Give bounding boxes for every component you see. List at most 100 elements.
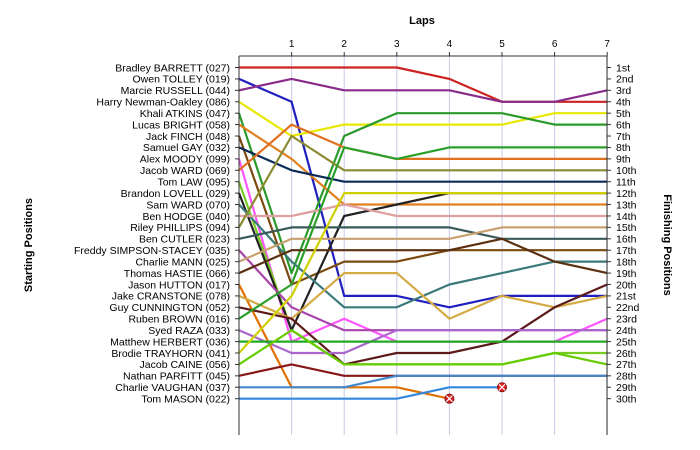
finishing-position-label: 28th bbox=[616, 371, 637, 383]
starting-position-label: Jacob WARD (069) bbox=[140, 165, 230, 177]
finishing-position-label: 2nd bbox=[616, 74, 634, 86]
starting-position-label: Brandon LOVELL (029) bbox=[121, 188, 230, 200]
retirement-markers bbox=[444, 382, 507, 404]
finishing-position-label: 4th bbox=[616, 97, 631, 109]
series-line bbox=[238, 100, 608, 138]
series-line bbox=[239, 66, 608, 103]
series-line bbox=[238, 123, 608, 206]
finishing-position-label: 15th bbox=[616, 222, 637, 234]
starting-position-label: Jack FINCH (048) bbox=[146, 131, 230, 143]
retirement-marker bbox=[444, 393, 455, 404]
finishing-position-label: 26th bbox=[616, 348, 637, 360]
starting-position-label: Jason HUTTON (017) bbox=[128, 279, 230, 291]
series-line bbox=[238, 272, 608, 320]
series-lines bbox=[237, 66, 608, 400]
finishing-position-label: 25th bbox=[616, 336, 637, 348]
finishing-position-label: 8th bbox=[616, 142, 631, 154]
finishing-position-label: 14th bbox=[616, 211, 637, 223]
finishing-position-label: 23rd bbox=[616, 314, 637, 326]
series-line bbox=[239, 386, 502, 400]
finishing-position-label: 17th bbox=[616, 245, 637, 257]
starting-position-label: Alex MOODY (099) bbox=[140, 154, 230, 166]
finishing-position-label: 19th bbox=[616, 268, 637, 280]
chart-title: Laps bbox=[409, 15, 435, 27]
y-axis-title-right: Finishing Positions bbox=[661, 194, 673, 295]
finishing-position-label: 7th bbox=[616, 131, 631, 143]
finishing-position-label: 12th bbox=[616, 188, 637, 200]
x-tick-label: 1 bbox=[289, 39, 295, 50]
starting-position-label: Guy CUNNINGTON (052) bbox=[109, 302, 230, 314]
finishing-position-label: 22nd bbox=[616, 302, 640, 314]
series-line bbox=[239, 203, 608, 218]
starting-position-label: Lucas BRIGHT (058) bbox=[132, 119, 230, 131]
starting-position-label: Nathan PARFITT (045) bbox=[123, 371, 230, 383]
retirement-marker-cross bbox=[445, 395, 453, 403]
starting-position-label: Ruben BROWN (016) bbox=[128, 314, 230, 326]
series-line bbox=[238, 134, 608, 228]
x-tick-label: 6 bbox=[552, 39, 558, 50]
series-line bbox=[238, 146, 608, 183]
series-line bbox=[238, 77, 608, 103]
starting-position-label: Ben HODGE (040) bbox=[142, 211, 230, 223]
series-line bbox=[238, 192, 608, 354]
series-line bbox=[238, 363, 608, 377]
finishing-position-label: 18th bbox=[616, 256, 637, 268]
starting-position-label: Brodie TRAYHORN (041) bbox=[111, 348, 230, 360]
retirement-marker-cross bbox=[498, 383, 506, 391]
finishing-position-label: 27th bbox=[616, 359, 637, 371]
finishing-position-label: 10th bbox=[616, 165, 637, 177]
starting-position-label: Freddy SIMPSON-STACEY (035) bbox=[74, 245, 230, 257]
starting-position-label: Khali ATKINS (047) bbox=[140, 108, 230, 120]
series-line bbox=[239, 374, 608, 389]
x-tick-label: 4 bbox=[447, 39, 453, 50]
series-line bbox=[238, 123, 608, 172]
series-line bbox=[238, 226, 608, 240]
series-line bbox=[238, 329, 608, 366]
finishing-position-label: 1st bbox=[616, 62, 630, 74]
starting-position-label: Samuel GAY (032) bbox=[143, 142, 230, 154]
y-axis-title-left: Starting Positions bbox=[23, 198, 35, 292]
starting-position-label: Tom MASON (022) bbox=[141, 393, 230, 405]
series-line bbox=[237, 181, 608, 366]
finishing-position-label: 3rd bbox=[616, 85, 631, 97]
x-tick-label: 3 bbox=[394, 39, 400, 50]
starting-position-label: Ben CUTLER (023) bbox=[139, 234, 230, 246]
starting-position-label: Syed RAZA (033) bbox=[148, 325, 230, 337]
starting-position-label: Thomas HASTIE (066) bbox=[124, 268, 230, 280]
starting-position-label: Charlie VAUGHAN (037) bbox=[115, 382, 230, 394]
finishing-position-label: 11th bbox=[616, 177, 636, 189]
finishing-position-label: 5th bbox=[616, 108, 631, 120]
starting-position-label: Bradley BARRETT (027) bbox=[115, 62, 230, 74]
finishing-position-label: 30th bbox=[616, 393, 637, 405]
starting-position-label: Harry Newman-Oakley (086) bbox=[96, 97, 230, 109]
starting-position-label: Owen TOLLEY (019) bbox=[133, 74, 230, 86]
starting-position-label: Marcie RUSSELL (044) bbox=[121, 85, 230, 97]
starting-position-label: Jake CRANSTONE (078) bbox=[112, 291, 230, 303]
starting-position-label: Riley PHILLIPS (094) bbox=[130, 222, 230, 234]
series-line bbox=[238, 146, 608, 320]
axes: 1 2 3 4 5 6 7 bbox=[235, 39, 611, 435]
finishing-position-label: 21st bbox=[616, 291, 636, 303]
series-line bbox=[238, 226, 608, 263]
position-labels: Bradley BARRETT (027)Owen TOLLEY (019)Ma… bbox=[74, 62, 640, 405]
series-line bbox=[238, 283, 608, 366]
starting-position-label: Tom LAW (095) bbox=[157, 177, 230, 189]
finishing-position-label: 9th bbox=[616, 154, 631, 166]
starting-position-label: Jacob CAINE (056) bbox=[140, 359, 230, 371]
finishing-position-label: 6th bbox=[616, 119, 631, 131]
series-line bbox=[238, 237, 608, 275]
finishing-position-label: 16th bbox=[616, 234, 637, 246]
starting-position-label: Charlie MANN (025) bbox=[135, 256, 230, 268]
x-tick-label: 2 bbox=[341, 39, 347, 50]
finishing-position-label: 29th bbox=[616, 382, 637, 394]
starting-position-label: Matthew HERBERT (036) bbox=[110, 336, 230, 348]
x-tick-label: 7 bbox=[604, 39, 610, 50]
series-line bbox=[238, 329, 608, 355]
retirement-marker bbox=[497, 382, 507, 393]
finishing-position-label: 13th bbox=[616, 199, 637, 211]
x-tick-label: 5 bbox=[499, 39, 505, 50]
finishing-position-label: 24th bbox=[616, 325, 637, 337]
starting-position-label: Sam WARD (070) bbox=[146, 199, 230, 211]
